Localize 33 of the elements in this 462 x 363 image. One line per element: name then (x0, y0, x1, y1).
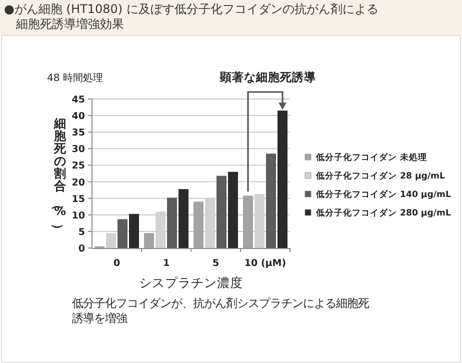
legend-label: 低分子化フコイダン 未処理 (315, 152, 427, 163)
bar (194, 202, 204, 248)
y-tick-label: 10 (72, 210, 86, 222)
legend-label: 低分子化フコイダン 280 μg/mL (315, 208, 452, 218)
y-tick-label: 0 (78, 244, 86, 254)
y-tick-label: 5 (78, 226, 85, 238)
x-tick-label: 10 (μM) (244, 258, 286, 269)
y-tick-label: 30 (72, 144, 86, 156)
bar (178, 189, 188, 248)
bar (167, 198, 177, 248)
x-tick-label: 5 (212, 258, 220, 269)
bar (118, 219, 128, 248)
y-tick-label: 40 (72, 111, 86, 122)
bar (129, 214, 139, 248)
chart-title: ●がん細胞 (HT1080) に及ぼす低分子化フコイダンの抗がん剤による細胞死誘導増強効果 (4, 2, 380, 32)
legend-label: 低分子化フコイダン 140 μg/mL (315, 189, 452, 200)
x-tick-label: 0 (113, 258, 120, 269)
bar (228, 172, 238, 248)
x-axis-title: シスプラチン濃度 (139, 275, 243, 290)
y-tick-label: 45 (72, 94, 85, 106)
x-tick-label: 1 (162, 258, 170, 269)
legend-label: 低分子化フコイダン 28 μg/mL (315, 170, 446, 182)
y-tick-label: 25 (72, 160, 85, 172)
text: 顕著な細胞死誘導 (219, 70, 317, 84)
text: 48 時間処理 (47, 72, 103, 84)
bar (243, 196, 253, 248)
bar (266, 154, 276, 248)
y-tick-label: 15 (72, 194, 85, 205)
y-tick-label: 20 (72, 177, 86, 188)
bar (216, 176, 226, 248)
bar (144, 233, 154, 248)
y-tick-label: 35 (72, 128, 85, 139)
text: 低分子化フコイダンが、抗がん剤シスプラチンによる細胞死誘導を増強 (72, 296, 370, 326)
